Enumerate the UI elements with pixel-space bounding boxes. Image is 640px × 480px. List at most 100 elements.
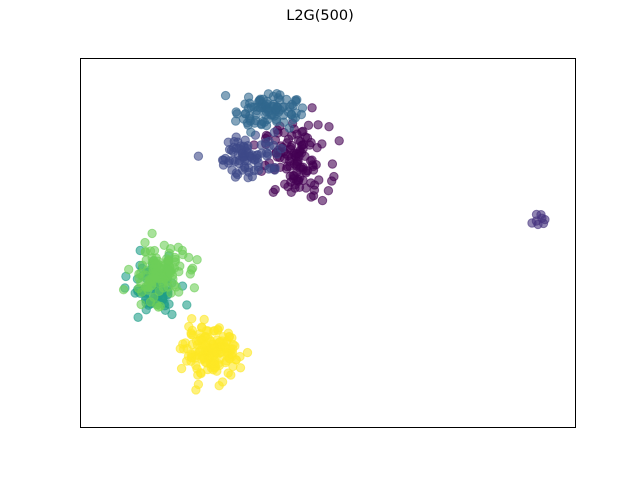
data-point xyxy=(167,309,177,320)
data-point xyxy=(193,151,204,161)
data-point xyxy=(282,138,292,148)
chart-title: L2G(500) xyxy=(286,8,354,24)
data-point xyxy=(239,161,250,172)
data-point xyxy=(334,136,344,146)
data-point xyxy=(252,153,262,164)
data-point xyxy=(280,179,290,189)
data-point xyxy=(329,171,339,182)
data-point xyxy=(231,143,242,153)
data-point xyxy=(192,255,202,265)
data-point xyxy=(193,379,204,390)
data-point xyxy=(224,156,235,166)
data-point xyxy=(189,283,200,293)
data-point xyxy=(272,149,282,159)
data-point xyxy=(251,109,261,120)
data-point xyxy=(154,286,164,296)
data-point xyxy=(141,255,152,265)
data-point xyxy=(140,237,150,248)
data-point xyxy=(176,363,187,374)
data-point xyxy=(193,370,203,380)
data-point xyxy=(220,90,231,101)
data-point xyxy=(182,356,192,366)
data-point xyxy=(231,355,241,365)
data-point xyxy=(327,159,338,169)
data-point xyxy=(262,96,272,107)
data-point xyxy=(212,366,222,376)
data-point xyxy=(223,368,233,378)
data-point xyxy=(231,168,242,178)
data-point xyxy=(159,240,170,251)
data-point xyxy=(289,171,299,181)
data-point xyxy=(312,143,322,153)
data-point xyxy=(263,89,274,99)
data-point xyxy=(253,165,264,176)
data-point xyxy=(269,127,279,138)
data-point xyxy=(292,157,302,167)
data-point xyxy=(324,122,334,132)
data-point xyxy=(178,249,188,260)
data-point xyxy=(301,168,311,178)
data-point xyxy=(186,328,196,338)
data-point xyxy=(140,270,150,280)
data-point xyxy=(290,95,301,105)
data-point xyxy=(246,127,256,137)
data-point xyxy=(224,331,235,342)
data-point xyxy=(178,339,188,349)
data-point xyxy=(262,151,272,161)
data-point xyxy=(247,171,258,182)
data-point xyxy=(217,377,228,387)
data-point xyxy=(290,183,300,193)
data-point xyxy=(164,255,174,265)
data-point xyxy=(165,268,176,278)
data-point xyxy=(142,282,153,292)
data-point xyxy=(182,300,192,310)
data-point xyxy=(220,341,230,352)
data-point xyxy=(256,119,266,130)
data-point xyxy=(211,347,222,357)
data-point xyxy=(133,312,143,322)
data-point xyxy=(297,103,308,113)
data-point xyxy=(136,299,146,310)
data-point xyxy=(199,314,209,325)
data-point xyxy=(147,228,157,239)
data-point xyxy=(313,120,323,130)
data-point xyxy=(243,148,254,158)
data-point xyxy=(286,110,297,120)
data-point xyxy=(531,216,542,226)
data-point xyxy=(317,195,328,206)
data-point xyxy=(124,264,134,275)
data-point xyxy=(173,242,184,253)
data-point xyxy=(242,347,253,358)
data-point xyxy=(272,102,283,113)
data-point xyxy=(231,116,241,126)
data-point xyxy=(187,314,197,324)
data-point xyxy=(223,137,234,147)
data-point xyxy=(323,186,334,196)
data-point xyxy=(309,180,320,190)
data-point xyxy=(174,287,184,297)
data-point xyxy=(153,256,163,266)
data-point xyxy=(242,118,253,128)
data-point xyxy=(264,164,274,174)
data-point xyxy=(303,120,314,131)
data-point xyxy=(195,329,205,339)
data-point xyxy=(243,92,254,102)
data-point xyxy=(275,90,285,100)
data-point xyxy=(118,285,129,295)
data-point xyxy=(307,103,317,113)
data-point xyxy=(235,363,246,373)
data-point xyxy=(209,358,220,369)
points-layer xyxy=(118,89,550,395)
plot-frame xyxy=(80,58,576,428)
data-point xyxy=(209,326,220,336)
data-point xyxy=(186,265,197,275)
data-point xyxy=(252,102,263,112)
data-point xyxy=(536,210,546,220)
data-point xyxy=(155,301,166,311)
data-point xyxy=(256,140,266,150)
data-point xyxy=(268,187,278,198)
data-point xyxy=(140,247,150,257)
data-point xyxy=(145,297,156,307)
data-point xyxy=(284,123,294,133)
